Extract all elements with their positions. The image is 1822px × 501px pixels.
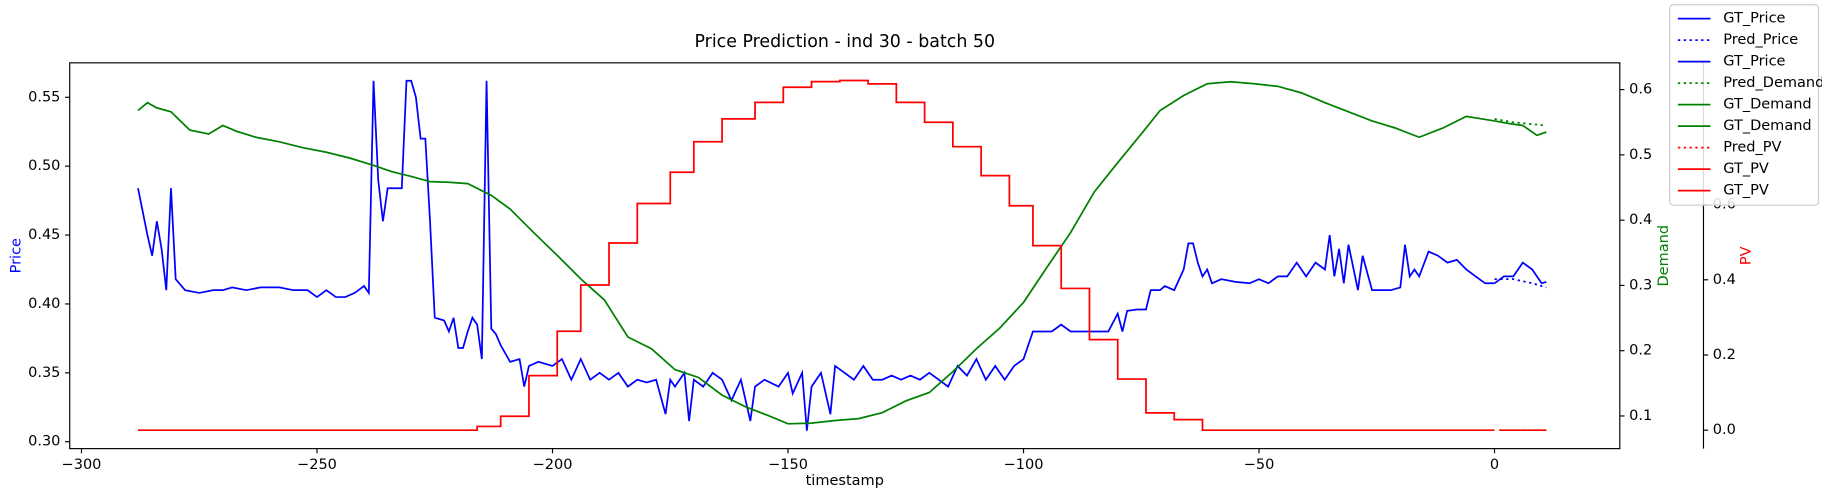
- x-tick-label: −150: [768, 457, 808, 473]
- series-line: [1494, 261, 1547, 285]
- legend-label: GT_PV: [1723, 183, 1769, 199]
- y-tick-label: 0.40: [28, 296, 60, 312]
- series-line: [137, 79, 1495, 431]
- y3-tick-label: 0.2: [1713, 347, 1736, 363]
- y3-axis-label: PV: [1738, 246, 1754, 265]
- legend-label: Pred_PV: [1723, 140, 1781, 156]
- y2-tick-label: 0.6: [1629, 82, 1652, 98]
- series-line: [138, 79, 1495, 432]
- x-tick-label: −300: [62, 457, 102, 473]
- plot-frame: [69, 62, 1621, 450]
- y-tick-label: 0.55: [28, 89, 60, 105]
- legend-label: GT_Price: [1723, 54, 1785, 70]
- y2-tick-label: 0.4: [1629, 212, 1652, 228]
- legend-label: Pred_Price: [1723, 32, 1798, 48]
- series-line: [1494, 120, 1547, 137]
- legend-box: [1669, 4, 1820, 206]
- y2-tick-label: 0.2: [1629, 343, 1652, 359]
- y-tick-label: 0.50: [28, 158, 60, 174]
- y3-tick-label: 0.4: [1713, 272, 1736, 288]
- y2-tick-label: 0.3: [1629, 277, 1652, 293]
- y2-axis-label: Demand: [1656, 225, 1672, 287]
- x-tick-label: −100: [1004, 457, 1044, 473]
- x-tick-label: −200: [533, 457, 573, 473]
- x-tick-label: −250: [297, 457, 337, 473]
- legend-label: GT_Demand: [1723, 118, 1811, 134]
- y3-tick-label: 0.0: [1713, 422, 1736, 438]
- y-tick-label: 0.35: [28, 365, 60, 381]
- x-tick-label: −50: [1244, 457, 1275, 473]
- x-axis-label: timestamp: [806, 473, 884, 489]
- y2-tick-label: 0.1: [1629, 408, 1652, 424]
- x-tick-label: 0: [1490, 457, 1499, 473]
- series-line: [137, 80, 1495, 425]
- series-line: [1494, 278, 1547, 289]
- y2-tick-label: 0.5: [1629, 147, 1652, 163]
- legend-label: GT_Demand: [1723, 97, 1811, 113]
- chart-title: Price Prediction - ind 30 - batch 50: [694, 32, 995, 52]
- legend-label: GT_PV: [1723, 161, 1769, 177]
- y-axis-label: Price: [8, 238, 24, 273]
- y-tick-label: 0.30: [28, 434, 60, 450]
- y-tick-label: 0.45: [28, 227, 60, 243]
- legend-label: GT_Price: [1723, 11, 1785, 27]
- legend-label: Pred_Demand: [1723, 75, 1822, 91]
